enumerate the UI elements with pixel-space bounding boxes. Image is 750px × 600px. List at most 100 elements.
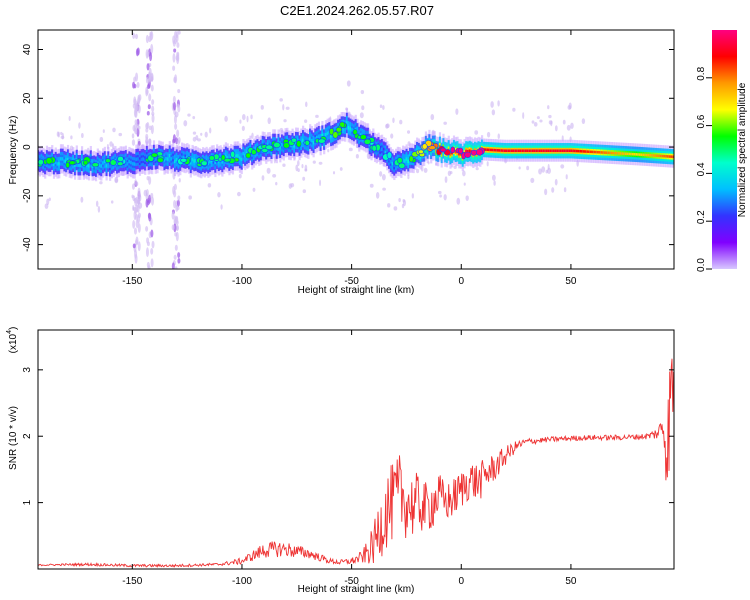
colorbar-gradient [712,30,737,269]
snr-multiplier-close: ) [8,327,19,330]
spectrogram-noise-cell [279,98,283,102]
spectrogram-ridge-cell [58,162,61,166]
spectrogram-streak-cell [174,74,178,84]
spectrogram-ridge-cell [209,160,212,164]
spectrogram-x-axis-label: Height of straight line (km) [298,285,415,296]
spectrogram-ridge-cell [242,151,245,156]
spectrogram-streak-cell [133,96,137,106]
spectrogram-ridge-cell [528,149,531,152]
spectrogram-noise-cell [207,183,212,188]
spectrogram-ridge-cell [596,150,599,154]
spectrogram-streak-cell [174,123,178,130]
spectrogram-ridge-cell [619,152,622,155]
spectrogram-ridge-cell [623,152,626,155]
spectrogram-ridge-cell [293,144,296,148]
spectrogram-noise-cell [541,166,546,173]
spectrogram-ridge-cell [310,138,313,143]
spectrogram-noise-cell [497,133,500,140]
spectrogram-ridge-cell [614,151,617,155]
spectrogram-noise-cell [449,171,453,175]
spectrogram-noise-cell [490,101,494,108]
spectrogram-noise-cell [112,127,116,133]
spectrogram-ridge-cell [100,164,103,168]
spectrogram-streak-cell [150,124,154,135]
spectrogram-ridge-cell [488,148,491,152]
spectrogram-noise-cell [548,114,552,119]
spectrogram-streak-cell [173,31,177,40]
spectrogram-peak-cell [105,158,111,164]
spectrogram-ridge-cell [633,152,636,156]
spectrogram-peak-cell [200,160,208,166]
spectrogram-noise-cell [242,114,246,121]
spectrogram-noise-cell [246,115,249,123]
spectrogram-noise-cell [70,135,73,140]
spectrogram-streak-cell [145,198,149,208]
spectrogram-noise-cell [304,168,308,172]
spectrogram-noise-cell [539,119,543,123]
spectrogram-noise-cell [570,122,574,129]
spectrogram-ridge-cell [454,150,457,154]
spectrogram-ridge-cell [635,153,638,156]
spectrogram-peak-cell [421,143,428,150]
spectrogram-noise-cell [563,187,567,193]
spectrogram-streak-cell [136,47,140,56]
spectrogram-noise-cell [565,174,568,180]
spectrogram-ridge-cell [561,149,564,152]
spectrogram-noise-cell [95,200,99,207]
spectrogram-x-tick-label: 0 [458,276,464,287]
spectrogram-noise-cell [407,175,410,180]
spectrogram-ridge-cell [379,148,382,152]
spectrogram-streak-cell [148,194,152,204]
spectrogram-streak-cell [136,123,140,129]
spectrogram-noise-cell [176,139,181,145]
snr-x-tick-label: 0 [458,576,464,587]
spectrogram-noise-cell [551,187,555,193]
spectrogram-streak-cell [146,63,150,71]
spectrogram-noise-cell [204,131,208,138]
spectrogram-ridge-cell [224,155,228,159]
spectrogram-ridge-cell [180,155,184,159]
spectrogram-ridge-cell [524,149,528,152]
spectrogram-ridge-cell [317,134,321,138]
spectrogram-ridge-cell [598,151,601,154]
spectrogram-ridge-cell [54,160,57,164]
spectrogram-streak-cell [150,84,154,92]
spectrogram-noise-cell [385,123,389,129]
spectrogram-noise-cell [393,206,398,211]
spectrogram-ridge-cell [489,148,492,152]
spectrogram-noise-cell [192,131,197,135]
spectrogram-ridge-cell [540,149,543,152]
spectrogram-streak-cell [172,138,176,144]
spectrogram-noise-cell [491,174,496,181]
spectrogram-streak-cell [132,220,136,229]
spectrogram-peak-cell [418,149,424,155]
spectrogram-streak-cell [171,262,175,269]
spectrogram-ridge-cell [73,163,77,167]
spectrogram-ridge-cell [486,148,489,151]
spectrogram-noise-cell [272,173,277,178]
spectrogram-ridge-cell [637,153,640,156]
spectrogram-noise-cell [151,111,155,116]
spectrogram-noise-cell [465,195,469,201]
spectrogram-ridge-cell [647,153,650,157]
spectrogram-noise-cell [312,160,316,164]
spectrogram-noise-cell [562,119,566,125]
spectrogram-noise-cell [143,189,148,197]
spectrogram-noise-cell [475,167,479,171]
spectrogram-noise-cell [390,133,394,139]
spectrogram-streak-cell [173,189,177,198]
spectrogram-ridge-cell [537,149,540,152]
spectrogram-streak-cell [136,127,140,138]
spectrogram-noise-cell [183,120,188,127]
spectrogram-ridge-cell [402,158,405,162]
spectrogram-noise-cell [220,204,223,210]
snr-frame [37,329,675,570]
spectrogram-peak-cell [245,152,252,159]
spectrogram-ridge-cell [98,163,101,167]
colorbar-tick-label: 0.0 [696,258,707,272]
spectrogram-ridge-cell [607,151,610,155]
spectrogram-ridge-cell [440,151,443,155]
spectrogram-ridge-cell [621,152,624,155]
spectrogram-ridge-cell [170,157,173,161]
spectrogram-streak-cell [145,34,149,44]
